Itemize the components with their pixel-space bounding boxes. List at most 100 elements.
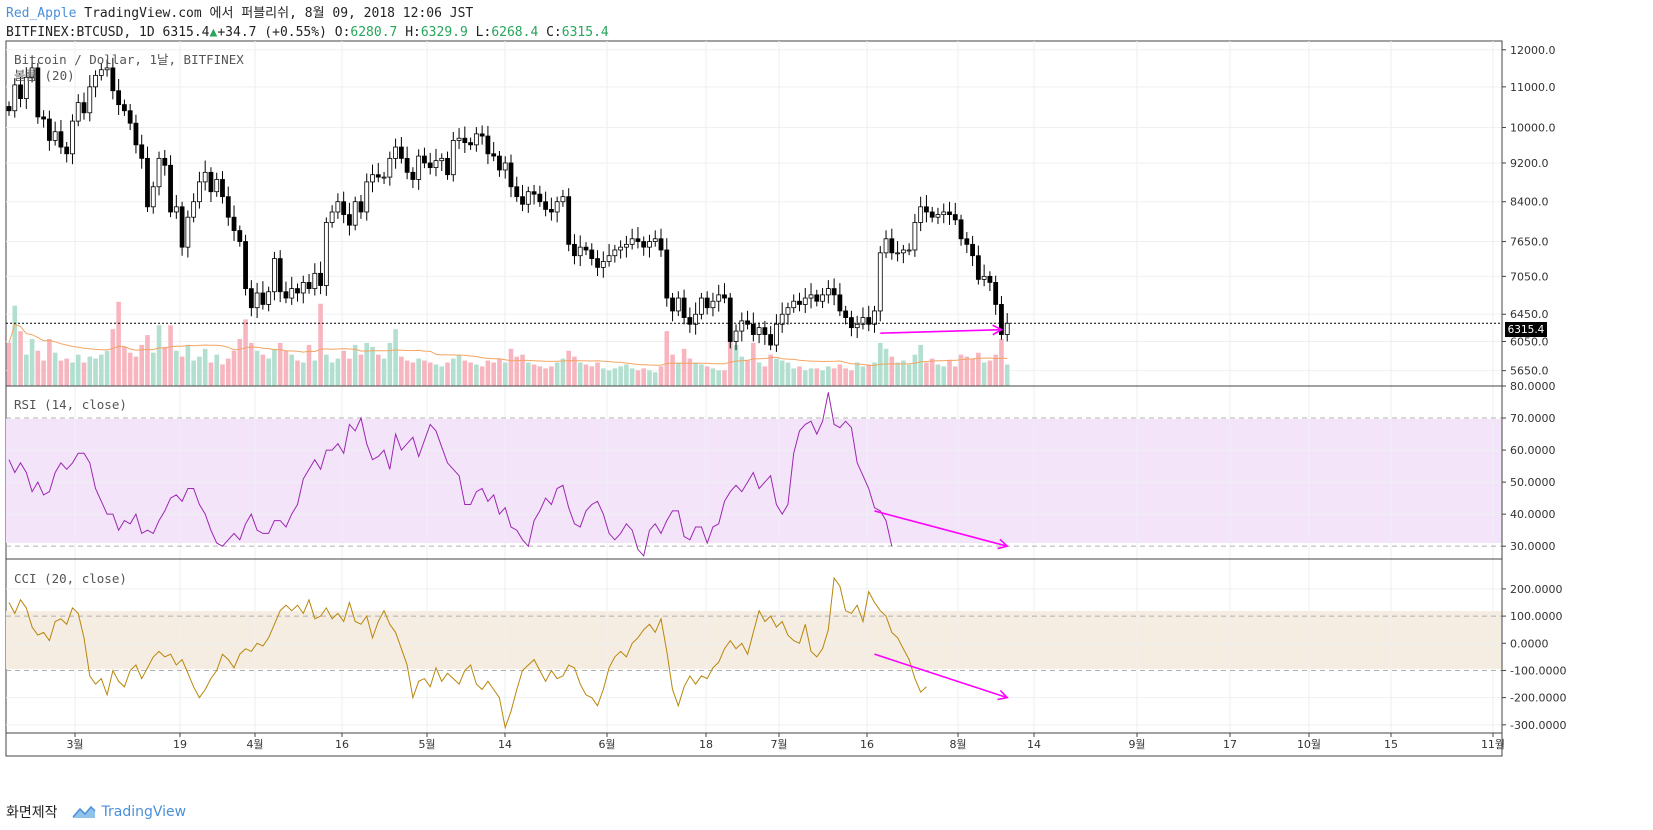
candle-down [375, 174, 381, 178]
candle-down [237, 230, 243, 242]
rsi-pane-title: RSI (14, close) [14, 397, 127, 412]
candle-down [35, 67, 41, 118]
cci-axis-label: -200.0000 [1510, 692, 1566, 705]
candle-down [837, 294, 843, 312]
candle-up [197, 181, 202, 203]
volume-bar [762, 366, 768, 386]
candle-up [52, 131, 58, 141]
candle-down [410, 171, 416, 180]
volume-bar [70, 362, 75, 386]
price-axis-label: 5650.0 [1510, 365, 1549, 378]
candle-down [139, 144, 145, 159]
volume-bar [75, 354, 81, 386]
volume-bar [24, 354, 29, 386]
candle-down [664, 249, 670, 299]
volume-bar [929, 358, 935, 386]
volume-bar [808, 368, 814, 386]
x-axis-label: 16 [860, 738, 874, 751]
volume-bar [924, 362, 929, 386]
candle-up [618, 246, 624, 251]
candle-down [283, 291, 289, 299]
volume-bar [906, 364, 912, 386]
candle-up [785, 307, 791, 315]
candle-up [1004, 322, 1010, 335]
candle-down [583, 246, 589, 251]
volume-bar [566, 350, 571, 386]
candles[interactable] [6, 56, 1010, 352]
candle-down [398, 146, 404, 159]
volume-bar [231, 350, 237, 386]
volume-bar [266, 358, 271, 386]
candle-up [23, 76, 29, 100]
candle-up [98, 69, 104, 76]
candle-down [947, 211, 952, 215]
author-link[interactable]: Red_Apple [6, 6, 77, 21]
volume-bar [583, 364, 589, 386]
volume-bar [658, 366, 664, 386]
candle-up [600, 261, 606, 268]
volume-bar [526, 362, 531, 386]
volume-bar [318, 303, 323, 386]
volume-bar [970, 358, 975, 386]
volume-bar [52, 352, 58, 386]
volume-bar [462, 360, 468, 386]
volume-bar [964, 356, 970, 386]
last-price-badge-text: 6315.4 [1508, 324, 1545, 336]
candle-down [122, 104, 127, 112]
candle-down [543, 201, 549, 210]
volume-bar [814, 368, 820, 386]
volume-bar [122, 346, 127, 386]
candle-down [641, 241, 647, 248]
volume-bar [18, 331, 23, 386]
cci-axis-label: 200.0000 [1510, 583, 1563, 596]
up-arrow-icon: ▲ [209, 25, 218, 40]
candle-up [554, 201, 560, 213]
candle-up [502, 162, 508, 171]
volume-bar [733, 344, 739, 386]
candle-down [814, 294, 820, 302]
candle-down [225, 196, 231, 218]
candle-up [647, 241, 652, 248]
volume-bar [687, 358, 693, 386]
candle-up [802, 297, 808, 305]
candle-down [866, 317, 872, 325]
grid-lines [6, 41, 1502, 733]
chart-canvas[interactable]: 12000.0 11000.0 10000.0 9200.0 8400.0 7650.0 7… [0, 0, 1653, 800]
x-axis-label: 19 [173, 738, 187, 751]
candle-up [675, 297, 681, 312]
candle-up [329, 211, 335, 223]
candle-up [173, 206, 179, 213]
candle-up [387, 157, 393, 178]
candle-up [191, 201, 197, 218]
volume-bar [543, 368, 548, 386]
volume-bar [104, 350, 110, 386]
candle-down [704, 297, 710, 309]
x-axis: 3월 19 4월 16 5월 14 6월 18 7월 16 8월 14 9월 17 10월 15 11월 [66, 733, 1505, 751]
candle-down [889, 238, 895, 254]
candle-up [370, 174, 375, 183]
volume-bar [445, 362, 450, 386]
candle-down [589, 249, 595, 259]
tradingview-link[interactable]: TradingView [71, 804, 186, 820]
volume-bar [197, 356, 202, 386]
candle-down [220, 179, 225, 198]
volume-bar [935, 364, 941, 386]
candle-down [843, 310, 849, 318]
volume-bar [254, 350, 260, 386]
volume-bar [647, 370, 652, 386]
volume-bar [58, 360, 64, 386]
candle-down [768, 334, 774, 346]
volume-bar [133, 356, 139, 386]
candle-up [393, 146, 398, 159]
volume-bar [722, 370, 727, 386]
candle-down [531, 191, 537, 195]
candle-down [6, 106, 12, 112]
volume-bar [427, 362, 433, 386]
candle-down [514, 186, 520, 198]
candle-down [306, 282, 312, 290]
candle-up [300, 282, 306, 294]
candle-up [606, 255, 612, 262]
x-axis-label: 14 [498, 738, 512, 751]
candle-down [116, 90, 122, 106]
cci-arrow [874, 653, 1008, 699]
